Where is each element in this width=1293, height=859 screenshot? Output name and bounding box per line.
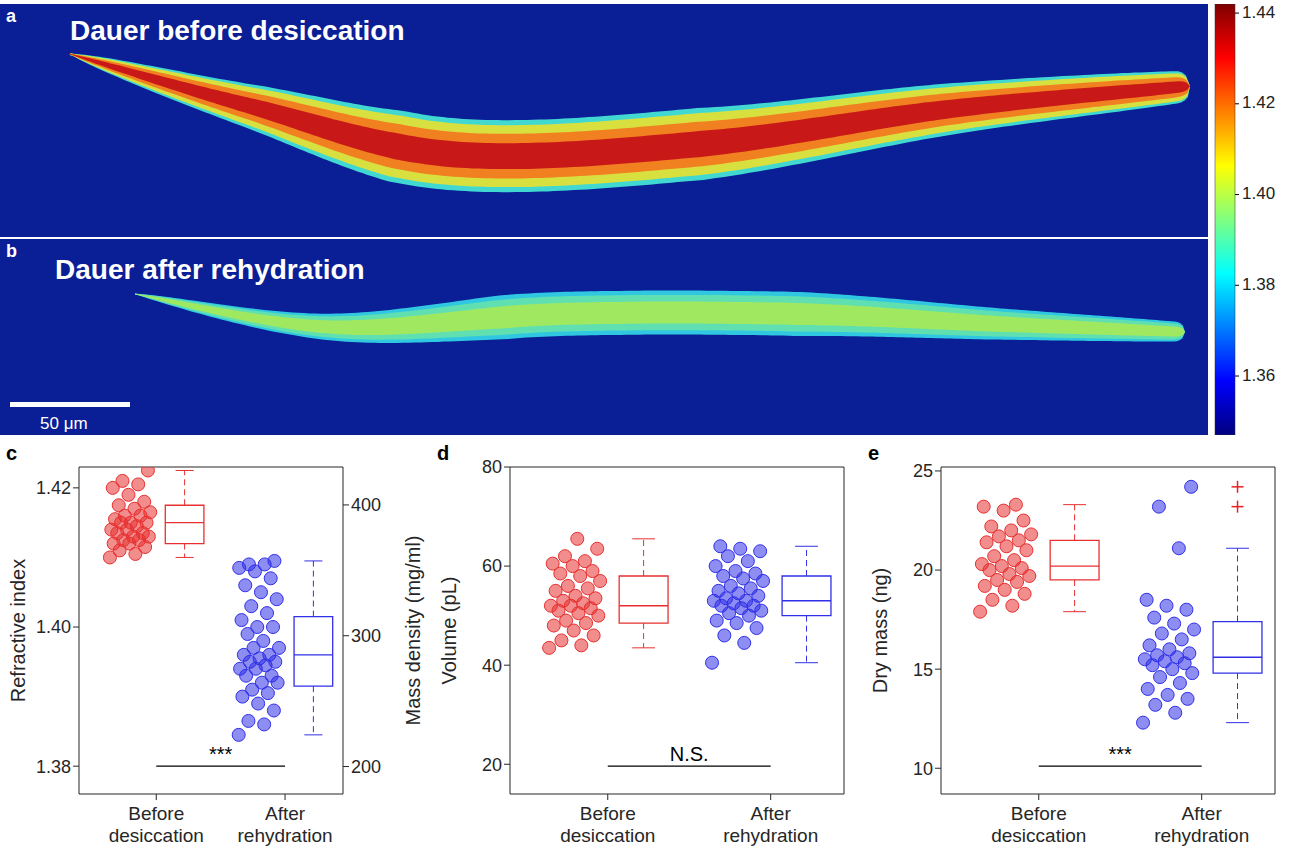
svg-text:a: a <box>6 6 17 26</box>
svg-text:1.40: 1.40 <box>36 617 71 637</box>
svg-text:400: 400 <box>351 495 381 515</box>
html-text:e: e <box>868 442 880 464</box>
svg-text:Mass density (mg/ml): Mass density (mg/ml) <box>402 535 424 725</box>
svg-text:Volume (pL): Volume (pL) <box>438 577 460 685</box>
svg-text:Beforedesiccation: Beforedesiccation <box>560 803 655 846</box>
svg-text:N.S.: N.S. <box>670 743 709 765</box>
html-text:d: d <box>437 442 450 464</box>
svg-text:Beforedesiccation: Beforedesiccation <box>991 803 1086 846</box>
svg-text:b: b <box>6 241 17 261</box>
svg-text:Afterrehydration: Afterrehydration <box>723 803 818 846</box>
svg-text:Beforedesiccation: Beforedesiccation <box>109 803 204 846</box>
svg-text:Dry mass (ng): Dry mass (ng) <box>869 568 891 694</box>
svg-text:20: 20 <box>482 755 502 775</box>
svg-text:300: 300 <box>351 626 381 646</box>
svg-text:200: 200 <box>351 757 381 777</box>
svg-text:Afterrehydration: Afterrehydration <box>238 803 333 846</box>
svg-text:1.42: 1.42 <box>1242 93 1275 112</box>
svg-text:1.38: 1.38 <box>1242 275 1275 294</box>
svg-text:40: 40 <box>482 656 502 676</box>
svg-text:Afterrehydration: Afterrehydration <box>1154 803 1249 846</box>
svg-text:1.44: 1.44 <box>1242 4 1275 22</box>
svg-text:***: *** <box>209 743 233 765</box>
svg-text:Dauer after rehydration: Dauer after rehydration <box>55 254 365 285</box>
svg-text:***: *** <box>1109 743 1133 765</box>
svg-text:20: 20 <box>913 560 933 580</box>
svg-text:Refractive index: Refractive index <box>7 559 29 702</box>
svg-text:50 μm: 50 μm <box>40 414 88 433</box>
svg-text:1.36: 1.36 <box>1242 366 1275 385</box>
svg-text:1.40: 1.40 <box>1242 184 1275 203</box>
svg-text:1.42: 1.42 <box>36 478 71 498</box>
svg-text:60: 60 <box>482 556 502 576</box>
svg-text:25: 25 <box>913 461 933 481</box>
svg-text:1.38: 1.38 <box>36 757 71 777</box>
html-text:c: c <box>6 442 18 464</box>
svg-text:80: 80 <box>482 457 502 477</box>
svg-text:15: 15 <box>913 660 933 680</box>
svg-text:Dauer before desiccation: Dauer before desiccation <box>70 15 405 46</box>
svg-text:10: 10 <box>913 759 933 779</box>
